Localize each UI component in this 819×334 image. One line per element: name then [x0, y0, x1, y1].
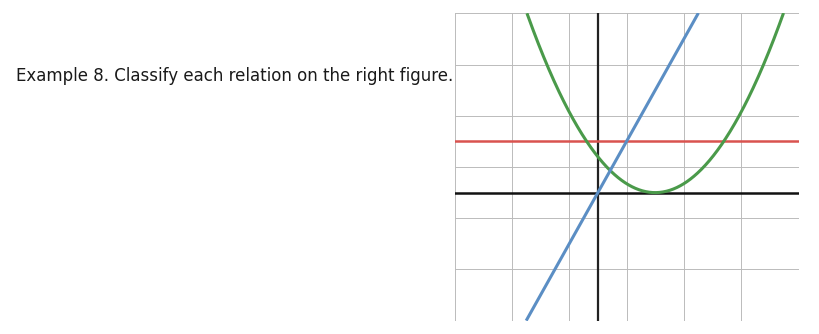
Text: Example 8. Classify each relation on the right figure.: Example 8. Classify each relation on the… — [16, 67, 454, 85]
